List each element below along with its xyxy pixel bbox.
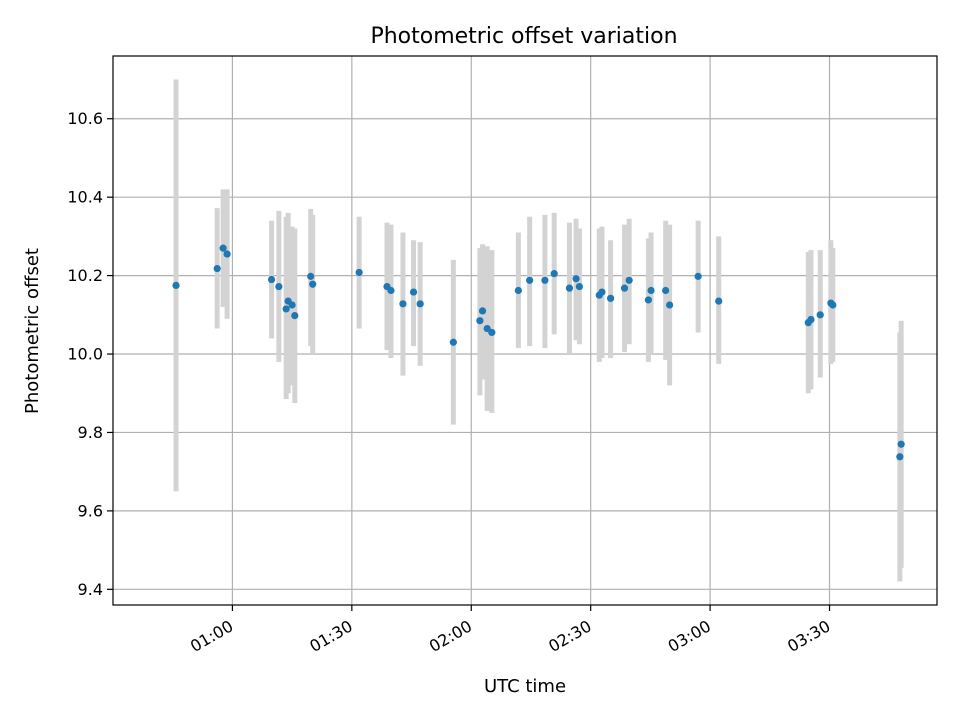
y-axis-label: Photometric offset xyxy=(22,248,43,414)
x-tick-label: 02:00 xyxy=(426,616,475,656)
y-tick-label: 10.4 xyxy=(67,188,103,207)
data-point xyxy=(488,328,496,337)
data-point xyxy=(223,250,231,258)
data-points xyxy=(172,244,905,461)
data-point xyxy=(275,282,283,291)
data-point xyxy=(541,276,549,284)
data-point xyxy=(355,268,363,277)
data-point xyxy=(694,272,702,280)
data-point xyxy=(219,244,227,252)
x-tick-label: 03:00 xyxy=(665,616,714,656)
data-point xyxy=(416,300,424,308)
y-axis-ticks: 9.4 9.6 9.8 10.0 10.2 10.4 10.6 xyxy=(67,109,113,599)
x-tick-label: 02:30 xyxy=(545,616,594,656)
data-point xyxy=(282,305,290,313)
x-axis-ticks: 01:00 01:30 02:00 02:30 03:00 03:30 xyxy=(187,605,834,656)
data-point xyxy=(476,317,484,325)
data-point xyxy=(666,301,674,309)
error-bars xyxy=(173,79,904,582)
y-tick-label: 9.8 xyxy=(78,423,103,442)
data-point xyxy=(807,315,815,324)
data-point xyxy=(816,311,824,319)
data-point xyxy=(598,288,606,296)
y-tick-label: 9.6 xyxy=(78,501,103,520)
plot-frame xyxy=(112,55,938,606)
data-point xyxy=(606,294,615,302)
data-point xyxy=(478,307,487,315)
data-point xyxy=(829,301,837,309)
data-point xyxy=(575,282,584,291)
data-point xyxy=(897,440,905,448)
data-point xyxy=(550,270,558,278)
y-tick-label: 10.6 xyxy=(67,109,103,128)
data-point xyxy=(896,453,904,461)
data-point xyxy=(399,300,407,308)
data-point xyxy=(213,264,221,273)
data-point xyxy=(715,297,723,305)
data-point xyxy=(309,280,317,288)
data-point xyxy=(625,276,633,284)
x-tick-label: 01:00 xyxy=(187,616,236,656)
data-point xyxy=(172,281,180,290)
data-point xyxy=(526,276,534,284)
data-point xyxy=(307,272,315,280)
chart-title: Photometric offset variation xyxy=(370,24,677,49)
data-point xyxy=(565,284,574,292)
data-point xyxy=(449,338,457,346)
data-point xyxy=(644,296,653,304)
data-point xyxy=(267,275,276,284)
data-point xyxy=(409,288,418,296)
data-point xyxy=(387,286,395,295)
x-tick-label: 03:30 xyxy=(784,616,833,656)
data-point xyxy=(572,275,580,283)
data-point xyxy=(291,311,299,320)
y-tick-label: 10.2 xyxy=(67,266,103,285)
data-point xyxy=(647,286,655,295)
data-point xyxy=(662,286,670,295)
y-tick-label: 10.0 xyxy=(67,345,103,364)
data-point xyxy=(620,284,629,292)
data-point xyxy=(514,286,522,295)
y-tick-label: 9.4 xyxy=(78,580,103,599)
x-tick-label: 01:30 xyxy=(306,616,355,656)
data-point xyxy=(288,301,296,309)
x-axis-label: UTC time xyxy=(484,676,566,697)
